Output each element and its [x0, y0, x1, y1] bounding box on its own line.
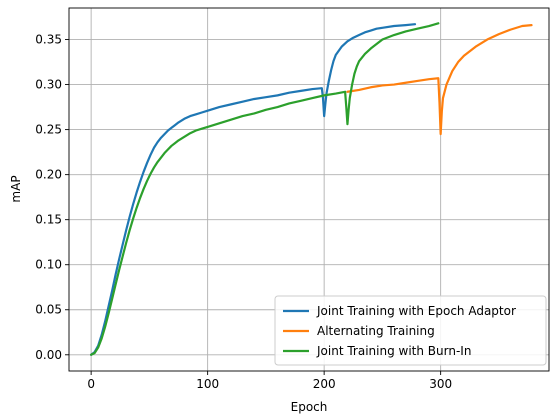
y-tick-label: 0.35	[35, 33, 62, 47]
y-tick-label: 0.15	[35, 213, 62, 227]
legend-label: Joint Training with Burn-In	[316, 344, 471, 358]
y-tick-label: 0.25	[35, 123, 62, 137]
series-line-0	[90, 23, 417, 356]
series-line-1	[346, 24, 533, 136]
x-axis-label: Epoch	[291, 400, 328, 414]
legend-label: Alternating Training	[317, 324, 435, 338]
y-tick-label: 0.00	[35, 348, 62, 362]
legend: Joint Training with Epoch Adaptor Alterna…	[274, 295, 547, 366]
y-tick-label: 0.05	[35, 303, 62, 317]
y-tick-label: 0.30	[35, 78, 62, 92]
x-tick-label: 0	[87, 377, 95, 391]
x-tick-label: 200	[313, 377, 336, 391]
legend-label: Joint Training with Epoch Adaptor	[316, 304, 516, 318]
plot-frame	[68, 7, 550, 372]
axis-ticks: 0 100 200 300 0.00 0.05 0.10 0.15 0.20 0.25 0.30 0.…	[35, 33, 452, 391]
y-axis-label: mAP	[9, 175, 23, 202]
legend-box	[274, 295, 547, 366]
x-tick-label: 100	[196, 377, 219, 391]
x-tick-label: 300	[429, 377, 452, 391]
y-tick-label: 0.20	[35, 168, 62, 182]
y-tick-label: 0.10	[35, 258, 62, 272]
series-line-2	[90, 22, 440, 356]
series-lines	[90, 22, 533, 356]
